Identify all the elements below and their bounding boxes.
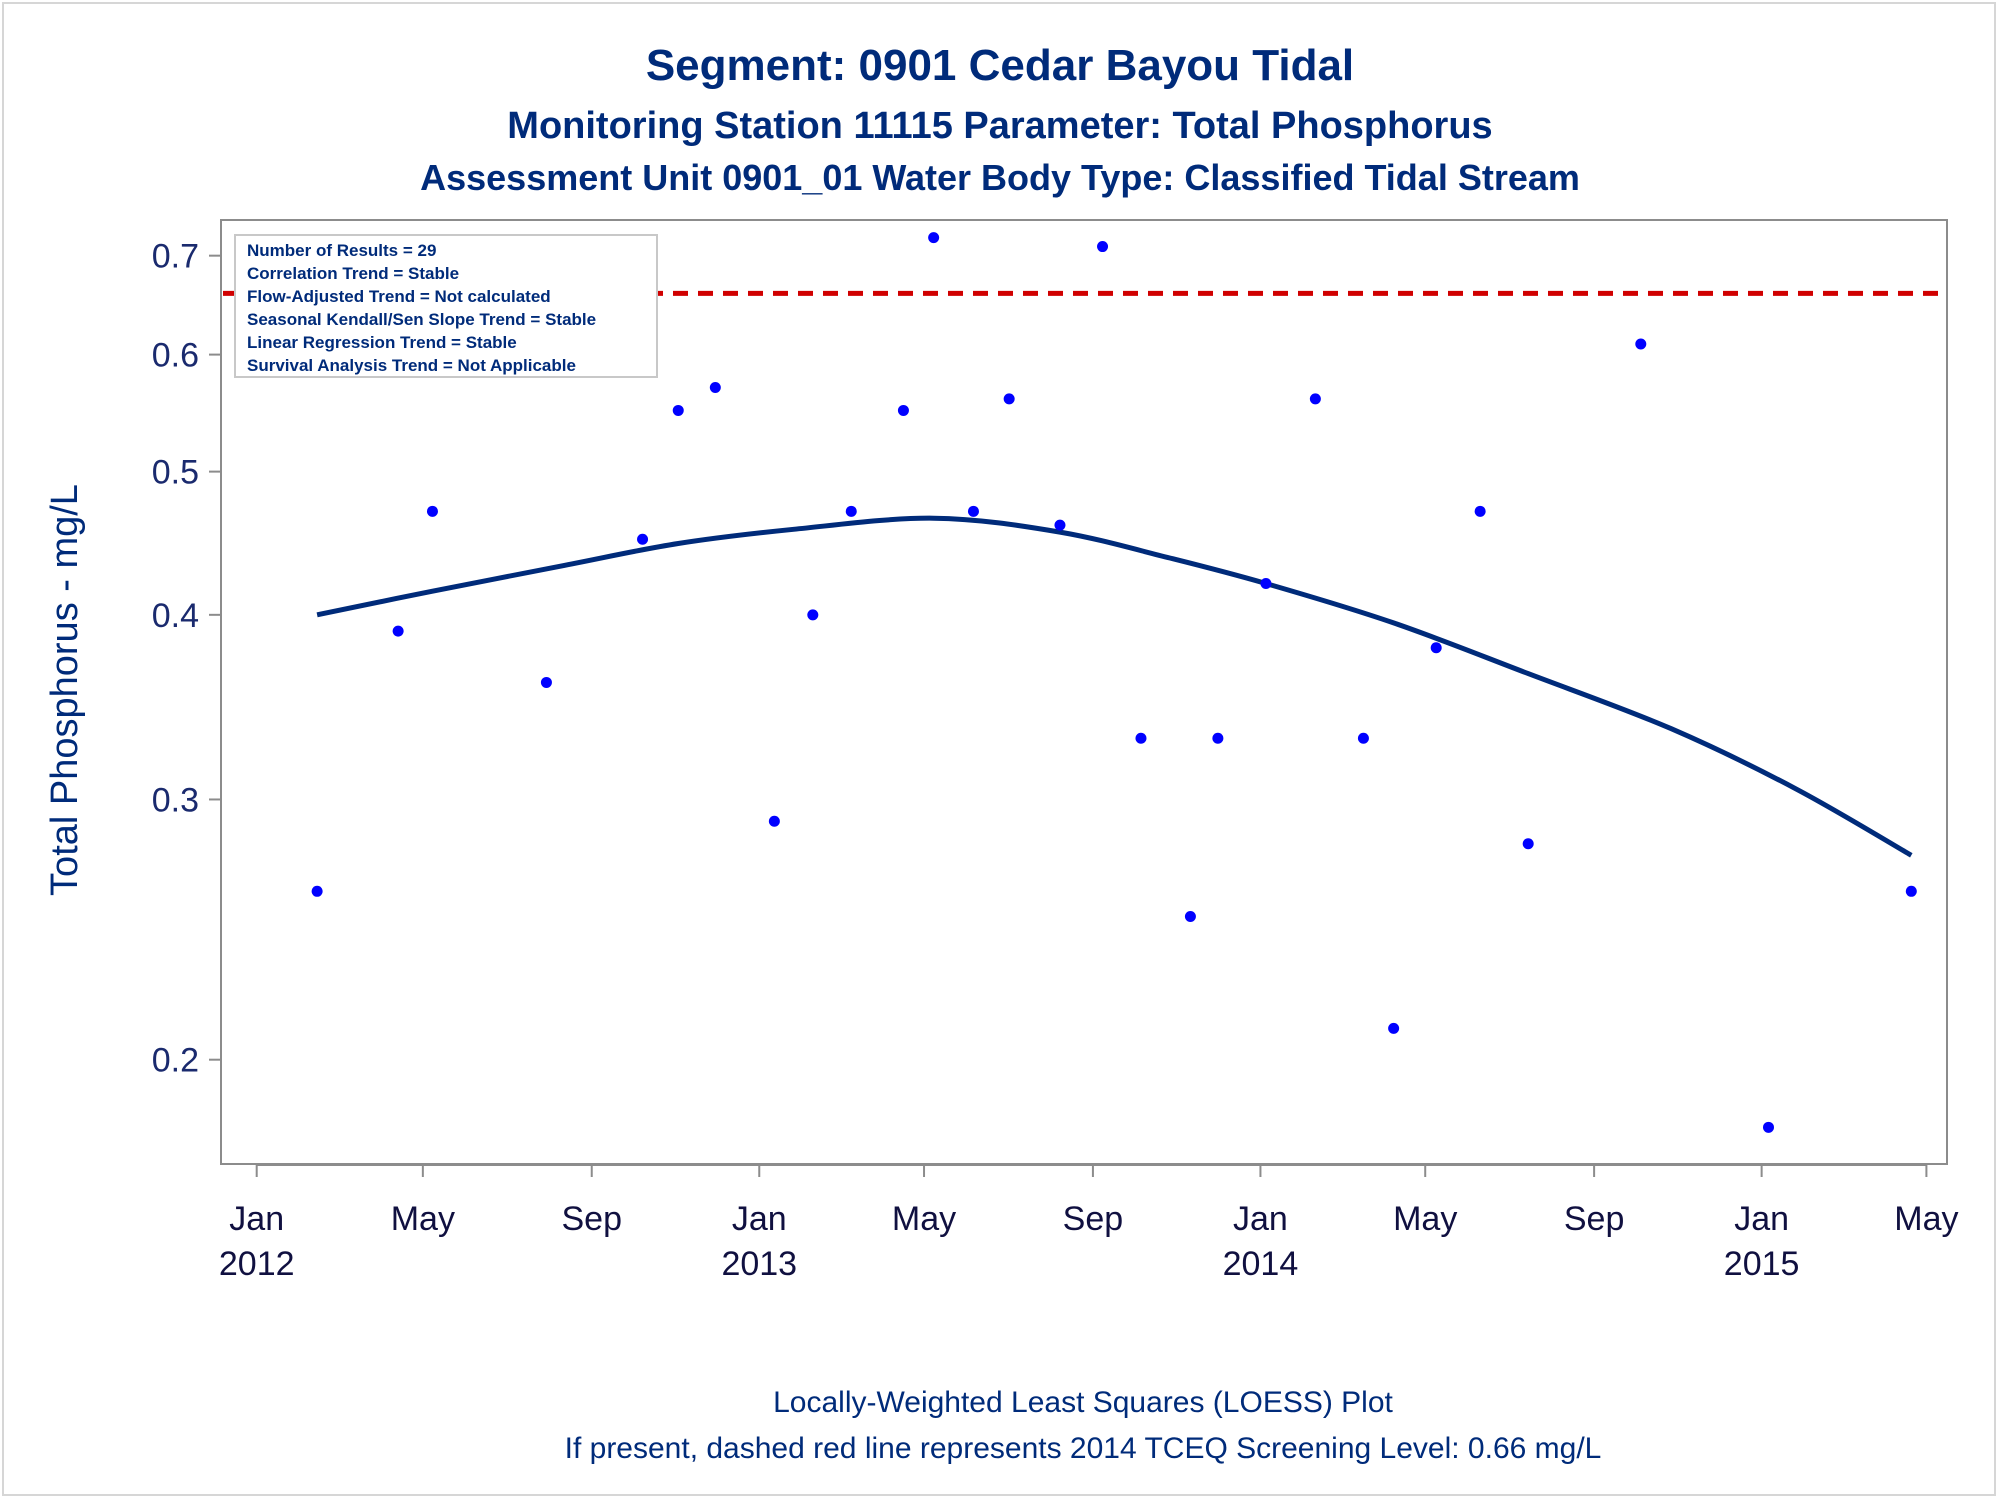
y-axis-label: Total Phosphorus - mg/L (44, 484, 86, 896)
x-tick-label: Sep (1564, 1200, 1625, 1238)
x-tick-label: Jan (732, 1200, 787, 1238)
data-point (1762, 1121, 1774, 1133)
x-tick-label: Sep (1063, 1200, 1124, 1238)
data-point (1212, 732, 1224, 744)
x-tick-label: Sep (561, 1200, 622, 1238)
x-tick-year: 2014 (1223, 1245, 1299, 1283)
data-point (672, 404, 684, 416)
data-point (1388, 1022, 1400, 1034)
data-point (928, 232, 940, 244)
x-tick-label: Jan (1233, 1200, 1288, 1238)
data-point (1184, 910, 1196, 922)
x-tick-label: May (1393, 1200, 1457, 1238)
chart-subtitle-2: Assessment Unit 0901_01 Water Body Type:… (420, 157, 1580, 198)
data-point (1003, 393, 1015, 405)
x-axis: Jan 2012 May Sep Jan 2013 May Sep Jan 2014 May Sep J… (219, 1164, 1959, 1283)
data-point (1635, 338, 1647, 350)
x-tick-label: May (892, 1200, 956, 1238)
stats-line: Seasonal Kendall/Sen Slope Trend = Stabl… (247, 310, 596, 329)
data-point (845, 505, 857, 517)
data-points (311, 232, 1917, 1133)
data-point (426, 505, 438, 517)
x-tick-label: Jan (229, 1200, 284, 1238)
chart-title: Segment: 0901 Cedar Bayou Tidal (646, 41, 1354, 90)
data-point (1522, 838, 1534, 850)
data-point (768, 815, 780, 827)
x-tick-year: 2015 (1724, 1245, 1800, 1283)
data-point (709, 382, 721, 394)
data-point (637, 533, 649, 545)
x-tick-label: May (391, 1200, 455, 1238)
data-point (1474, 505, 1486, 517)
footnote-loess: Locally-Weighted Least Squares (LOESS) P… (773, 1386, 1393, 1419)
x-tick-year: 2013 (721, 1245, 797, 1283)
data-point (1054, 519, 1066, 531)
stats-box: Number of Results = 29 Correlation Trend … (234, 234, 658, 378)
y-axis: 0.2 0.3 0.4 0.5 0.6 0.7 (152, 238, 221, 1080)
stats-line: Number of Results = 29 (247, 241, 436, 260)
data-point (807, 609, 819, 621)
data-point (392, 625, 404, 637)
y-tick-label: 0.2 (152, 1042, 199, 1080)
data-point (967, 505, 979, 517)
y-tick-label: 0.6 (152, 337, 199, 375)
stats-line: Flow-Adjusted Trend = Not calculated (247, 287, 551, 306)
data-point (311, 885, 323, 897)
data-point (1097, 241, 1109, 253)
x-tick-label: May (1894, 1200, 1958, 1238)
data-point (1309, 393, 1321, 405)
stats-line: Linear Regression Trend = Stable (247, 333, 517, 352)
data-point (1357, 732, 1369, 744)
stats-line: Survival Analysis Trend = Not Applicable (247, 356, 576, 375)
loess-curve (316, 515, 1913, 858)
stats-line: Correlation Trend = Stable (247, 264, 459, 283)
data-point (1430, 642, 1442, 654)
data-point (1260, 578, 1272, 590)
data-point (540, 676, 552, 688)
data-point (897, 404, 909, 416)
footnote-screening: If present, dashed red line represents 2… (565, 1432, 1602, 1465)
data-point (1135, 732, 1147, 744)
stats-box-border (234, 234, 658, 378)
x-tick-year: 2012 (219, 1245, 295, 1283)
x-tick-label: Jan (1734, 1200, 1789, 1238)
y-tick-label: 0.7 (152, 238, 199, 276)
data-point (1905, 885, 1917, 897)
y-tick-label: 0.4 (152, 597, 199, 635)
chart-subtitle: Monitoring Station 11115 Parameter: Tota… (507, 105, 1492, 147)
y-tick-label: 0.5 (152, 454, 199, 492)
y-tick-label: 0.3 (152, 781, 199, 819)
